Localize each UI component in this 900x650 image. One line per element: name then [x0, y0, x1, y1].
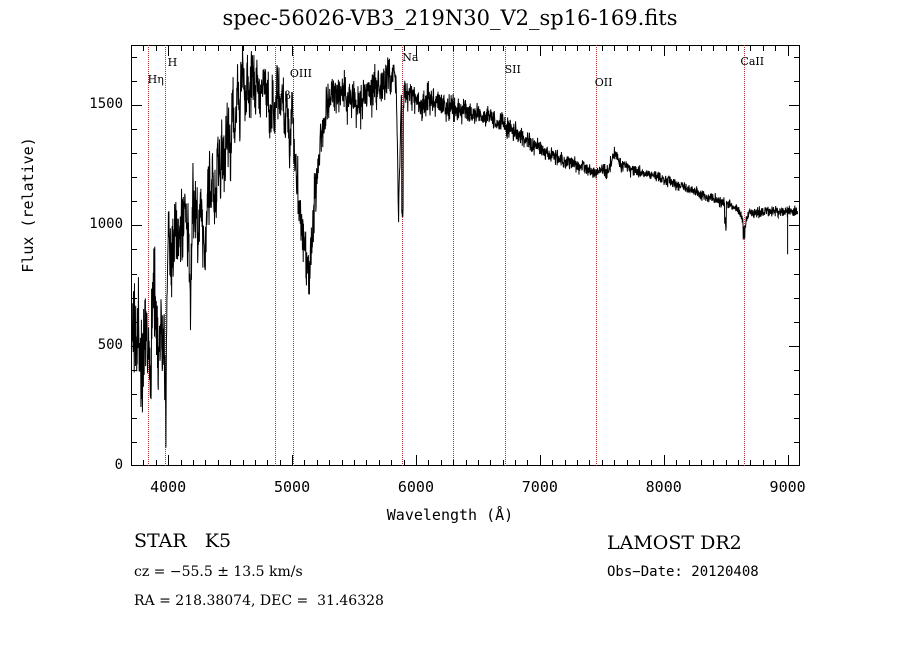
x-tick-label-6000: 6000: [397, 478, 434, 496]
x-axis-title: Wavelength (Å): [386, 506, 514, 524]
y-tick-label-500: 500: [97, 336, 123, 353]
gridline-OIII-3: [292, 45, 294, 466]
x-tick-label-9000: 9000: [769, 478, 806, 496]
line-label-CaII: CaII: [740, 55, 765, 68]
x-tick-label-4000: 4000: [150, 478, 187, 496]
y-axis-title: Flux (relative): [19, 137, 37, 273]
line-label-OII: OII: [594, 76, 613, 89]
y-tick-label-0: 0: [114, 457, 123, 473]
gridline-H-0: [147, 45, 149, 466]
gridline-unnamed-5: [453, 45, 455, 466]
line-label-SII: SII: [504, 63, 521, 76]
gridline-CaII-8: [744, 45, 746, 466]
x-tick-label-7000: 7000: [521, 478, 558, 496]
flux-trace: [131, 45, 799, 448]
gridline-Na-4: [402, 45, 404, 466]
gridline-OII-7: [595, 45, 597, 466]
redshift-velocity-text: cz = −55.5 ± 13.5 km/s: [134, 564, 303, 580]
gridline-H-2: [274, 45, 276, 466]
y-tick-label-1500: 1500: [89, 96, 123, 113]
spectrum-curve: [131, 45, 799, 448]
gridline-SII-6: [504, 45, 506, 466]
object-class-text: STAR K5: [134, 530, 232, 552]
gridline-H-1: [164, 45, 166, 466]
metadata-footer: STAR K5 cz = −55.5 ± 13.5 km/s RA = 218.…: [0, 530, 900, 640]
observation-date-text: Obs−Date: 20120408: [607, 564, 759, 580]
line-label-H: H: [167, 56, 178, 69]
line-label-Na: Na: [402, 51, 419, 64]
x-tick-label-8000: 8000: [645, 478, 682, 496]
y-tick-label-1000: 1000: [89, 216, 123, 233]
line-label-OIII: OIII: [289, 67, 312, 80]
line-label-H: Hη: [147, 73, 164, 86]
line-label-H: Hβ: [274, 89, 291, 102]
plot-area: Hη H Hβ OIII Na SII OII CaII: [131, 45, 800, 466]
page-title: spec-56026-VB3_219N30_V2_sp16-169.fits: [222, 6, 678, 30]
coordinates-text: RA = 218.38074, DEC = 31.46328: [134, 593, 384, 609]
x-tick-label-5000: 5000: [273, 478, 311, 496]
survey-name-text: LAMOST DR2: [607, 532, 742, 554]
